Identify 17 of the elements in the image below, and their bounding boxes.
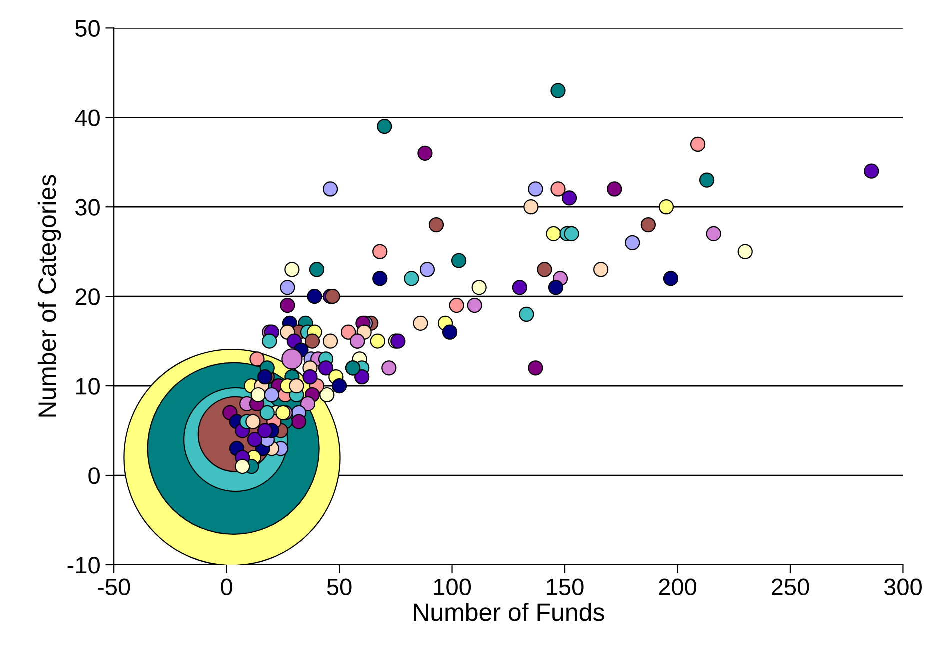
x-tick-label: -50 <box>98 578 130 596</box>
x-tick-label: 250 <box>772 578 810 596</box>
y-tick-label: 30 <box>76 199 100 216</box>
x-tick-label: 300 <box>884 578 922 596</box>
x-tick-label: 0 <box>221 578 232 596</box>
y-tick-label: 20 <box>76 288 100 306</box>
x-axis-title: Number of Funds <box>414 602 604 622</box>
x-tick-label: 100 <box>434 578 472 596</box>
x-tick-label: 200 <box>659 578 697 596</box>
x-tick-label: 50 <box>327 578 352 596</box>
x-tick-label: 150 <box>547 578 584 596</box>
y-tick-label: 0 <box>88 468 100 484</box>
y-tick-label: 40 <box>75 110 100 126</box>
y-axis-title: Number of Categories <box>38 175 62 417</box>
y-tick-label: -10 <box>68 557 100 574</box>
y-tick-label: 10 <box>76 378 100 395</box>
y-tick-label: 50 <box>76 20 100 37</box>
